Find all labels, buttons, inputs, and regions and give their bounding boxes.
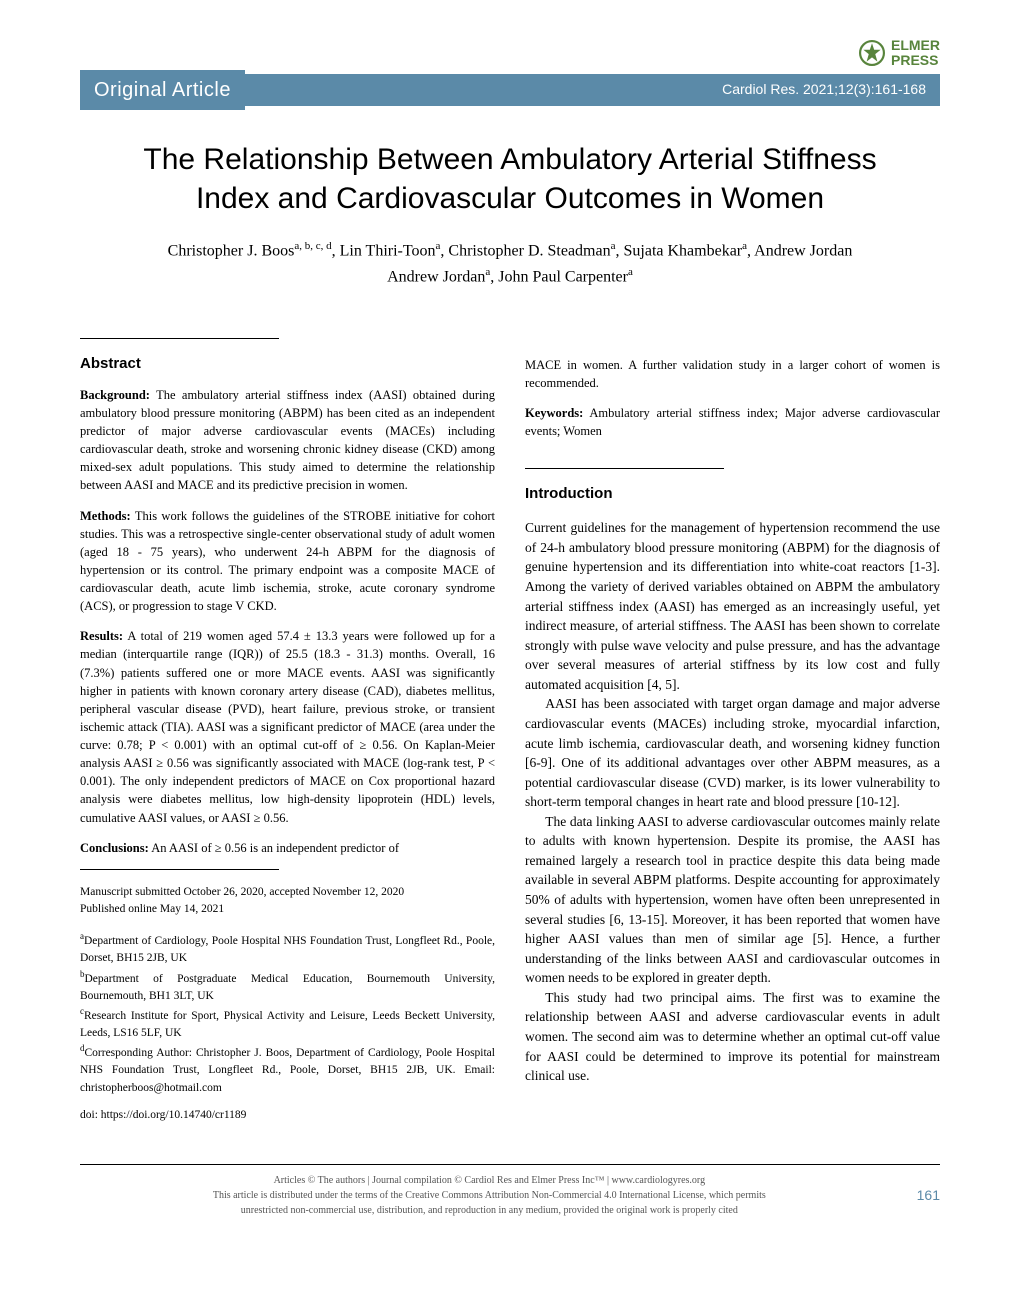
intro-p4: This study had two principal aims. The f… xyxy=(525,988,940,1086)
results-text: A total of 219 women aged 57.4 ± 13.3 ye… xyxy=(80,629,495,824)
article-category: Original Article xyxy=(80,70,245,110)
author-6-sup: a xyxy=(628,266,633,278)
keywords-para: Keywords: Ambulatory arterial stiffness … xyxy=(525,404,940,440)
background-label: Background: xyxy=(80,388,150,402)
author-6: , John Paul Carpenter xyxy=(490,268,628,285)
journal-citation: Cardiol Res. 2021;12(3):161-168 xyxy=(245,74,940,106)
abstract-rule-top xyxy=(80,338,279,339)
affiliation-b: bDepartment of Postgraduate Medical Educ… xyxy=(80,968,495,1005)
author-1: Christopher J. Boos xyxy=(168,242,295,259)
author-5b: Andrew Jordan xyxy=(387,268,485,285)
keywords-label: Keywords: xyxy=(525,406,583,420)
manuscript-submitted: Manuscript submitted October 26, 2020, a… xyxy=(80,884,495,901)
two-column-layout: Abstract Background: The ambulatory arte… xyxy=(80,330,940,1124)
abstract-conclusions: Conclusions: An AASI of ≥ 0.56 is an ind… xyxy=(80,839,495,857)
publisher-logo: ELMER PRESS xyxy=(859,38,940,69)
author-list: Christopher J. Boosa, b, c, d, Lin Thiri… xyxy=(80,238,940,290)
logo-line1: ELMER xyxy=(891,38,940,53)
doi: doi: https://doi.org/10.14740/cr1189 xyxy=(80,1107,495,1124)
page-footer: Articles © The authors | Journal compila… xyxy=(80,1164,940,1218)
article-title: The Relationship Between Ambulatory Arte… xyxy=(120,140,900,218)
intro-p3: The data linking AASI to adverse cardiov… xyxy=(525,812,940,988)
footer-text: Articles © The authors | Journal compila… xyxy=(80,1173,899,1218)
methods-label: Methods: xyxy=(80,509,131,523)
affiliation-a: aDepartment of Cardiology, Poole Hospita… xyxy=(80,930,495,967)
keywords-text: Ambulatory arterial stiffness index; Maj… xyxy=(525,406,940,438)
abstract-methods: Methods: This work follows the guideline… xyxy=(80,507,495,616)
manuscript-dates: Manuscript submitted October 26, 2020, a… xyxy=(80,884,495,919)
footer-line1: Articles © The authors | Journal compila… xyxy=(80,1173,899,1188)
affiliation-c: cResearch Institute for Sport, Physical … xyxy=(80,1005,495,1042)
intro-rule xyxy=(525,468,724,469)
author-2: , Lin Thiri-Toon xyxy=(332,242,436,259)
publisher-name: ELMER PRESS xyxy=(891,38,940,69)
methods-text: This work follows the guidelines of the … xyxy=(80,509,495,614)
header-bar: Original Article Cardiol Res. 2021;12(3)… xyxy=(80,70,940,110)
left-column: Abstract Background: The ambulatory arte… xyxy=(80,330,495,1124)
paper-page: ELMER PRESS Original Article Cardiol Res… xyxy=(0,0,1020,1258)
footer-line3: unrestricted non-commercial use, distrib… xyxy=(80,1203,899,1218)
introduction-heading: Introduction xyxy=(525,483,940,504)
page-number: 161 xyxy=(917,1186,940,1206)
author-1-sup: a, b, c, d xyxy=(294,240,331,252)
affiliations: aDepartment of Cardiology, Poole Hospita… xyxy=(80,930,495,1124)
logo-line2: PRESS xyxy=(891,53,940,68)
conclusions-text: An AASI of ≥ 0.56 is an independent pred… xyxy=(149,841,399,855)
right-column: MACE in women. A further validation stud… xyxy=(525,330,940,1124)
results-label: Results: xyxy=(80,629,123,643)
background-text: The ambulatory arterial stiffness index … xyxy=(80,388,495,493)
conclusions-label: Conclusions: xyxy=(80,841,149,855)
footer-line2: This article is distributed under the te… xyxy=(80,1188,899,1203)
mace-continuation: MACE in women. A further validation stud… xyxy=(525,356,940,392)
abstract-results: Results: A total of 219 women aged 57.4 … xyxy=(80,627,495,826)
manuscript-rule xyxy=(80,869,279,870)
intro-p2: AASI has been associated with target org… xyxy=(525,694,940,811)
abstract-heading: Abstract xyxy=(80,353,495,374)
author-4: , Sujata Khambekar xyxy=(616,242,743,259)
elmer-press-icon xyxy=(859,40,885,66)
manuscript-published: Published online May 14, 2021 xyxy=(80,901,495,918)
intro-p1: Current guidelines for the management of… xyxy=(525,518,940,694)
author-5: , Andrew Jordan xyxy=(747,242,852,259)
affiliation-d: dCorresponding Author: Christopher J. Bo… xyxy=(80,1042,495,1097)
abstract-background: Background: The ambulatory arterial stif… xyxy=(80,386,495,495)
author-3: , Christopher D. Steadman xyxy=(440,242,610,259)
